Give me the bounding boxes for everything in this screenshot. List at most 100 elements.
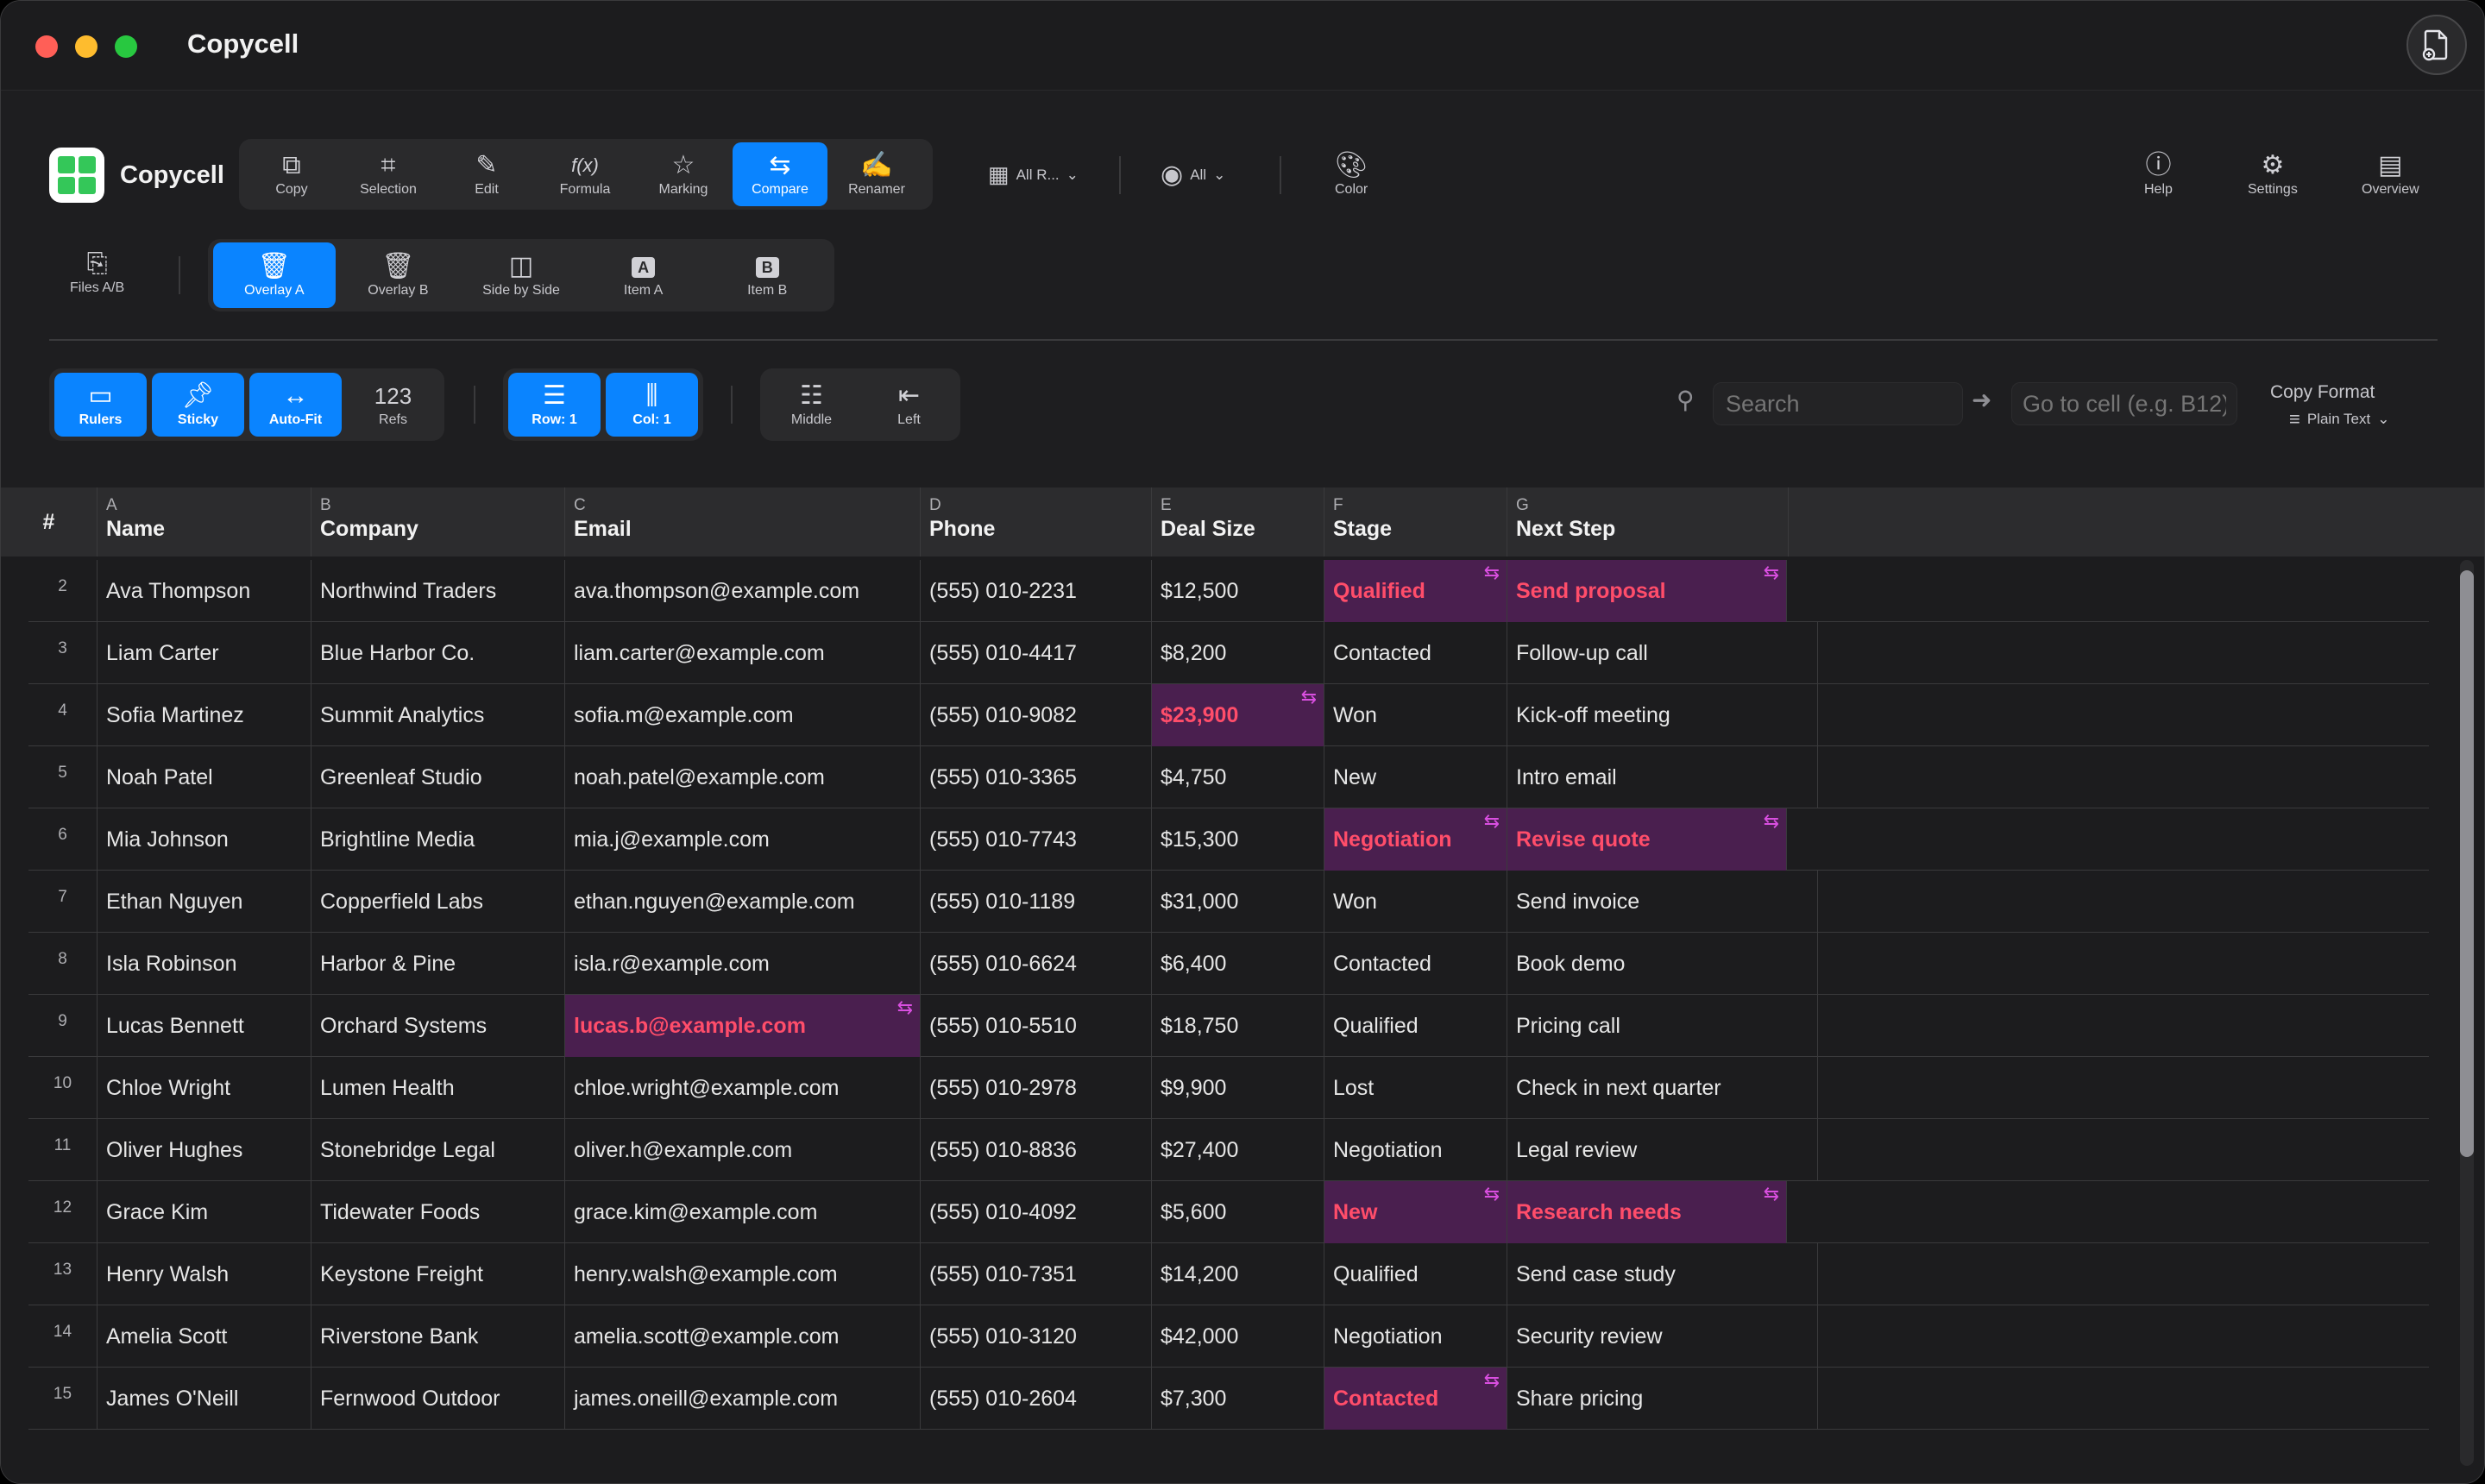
row-number[interactable]: 4 <box>28 684 98 746</box>
row-number[interactable]: 2 <box>28 560 98 622</box>
diff-swap-icon[interactable]: ⇆ <box>896 997 913 1018</box>
table-cell[interactable]: Amelia Scott <box>98 1305 311 1368</box>
table-cell[interactable]: $14,200 <box>1152 1243 1324 1305</box>
edit-button[interactable]: ✎ Edit <box>475 151 499 197</box>
table-cell[interactable]: $4,750 <box>1152 746 1324 808</box>
table-cell[interactable]: (555) 010-7743 <box>921 808 1152 871</box>
table-cell[interactable]: Sofia Martinez <box>98 684 311 746</box>
table-cell[interactable]: oliver.h@example.com <box>565 1119 921 1181</box>
changed-cell[interactable]: Contacted ⇆ <box>1324 1368 1507 1430</box>
diff-swap-icon[interactable]: ⇆ <box>1483 562 1500 583</box>
table-cell[interactable]: Contacted <box>1324 622 1507 684</box>
diff-swap-icon[interactable]: ⇆ <box>1763 562 1779 583</box>
row-number[interactable]: 7 <box>28 871 98 933</box>
row-number[interactable]: 10 <box>28 1057 98 1119</box>
table-cell[interactable]: Greenleaf Studio <box>311 746 565 808</box>
table-cell[interactable]: sofia.m@example.com <box>565 684 921 746</box>
row-number[interactable]: 13 <box>28 1243 98 1305</box>
table-cell[interactable]: Check in next quarter <box>1507 1057 1818 1119</box>
changed-cell[interactable]: lucas.b@example.com ⇆ <box>565 995 921 1057</box>
table-cell[interactable]: $6,400 <box>1152 933 1324 995</box>
table-cell[interactable]: Send case study <box>1507 1243 1818 1305</box>
table-cell[interactable]: (555) 010-2978 <box>921 1057 1152 1119</box>
column-header-g[interactable]: G Next Step <box>1507 487 1789 556</box>
diff-swap-icon[interactable]: ⇆ <box>1763 1183 1779 1204</box>
table-cell[interactable]: noah.patel@example.com <box>565 746 921 808</box>
new-document-button[interactable] <box>2406 15 2467 75</box>
table-cell[interactable]: james.oneill@example.com <box>565 1368 921 1430</box>
table-cell[interactable]: mia.j@example.com <box>565 808 921 871</box>
changed-cell[interactable]: $23,900 ⇆ <box>1152 684 1324 746</box>
table-cell[interactable]: Summit Analytics <box>311 684 565 746</box>
row-number[interactable]: 11 <box>28 1119 98 1181</box>
changed-cell[interactable]: Send proposal ⇆ <box>1507 560 1787 622</box>
row-number[interactable]: 5 <box>28 746 98 808</box>
close-window-button[interactable] <box>35 35 58 58</box>
align-middle-button[interactable]: ☷ Middle <box>790 381 833 427</box>
table-cell[interactable]: Pricing call <box>1507 995 1818 1057</box>
table-cell[interactable]: Negotiation <box>1324 1119 1507 1181</box>
table-cell[interactable]: Harbor & Pine <box>311 933 565 995</box>
table-cell[interactable]: henry.walsh@example.com <box>565 1243 921 1305</box>
table-cell[interactable]: chloe.wright@example.com <box>565 1057 921 1119</box>
copy-button[interactable]: ⧉ Copy <box>275 151 308 197</box>
table-cell[interactable]: $31,000 <box>1152 871 1324 933</box>
table-cell[interactable]: Copperfield Labs <box>311 871 565 933</box>
table-cell[interactable]: Contacted <box>1324 933 1507 995</box>
column-header-b[interactable]: B Company <box>311 487 565 556</box>
changed-cell[interactable]: Qualified ⇆ <box>1324 560 1507 622</box>
table-cell[interactable]: Qualified <box>1324 995 1507 1057</box>
table-cell[interactable]: isla.r@example.com <box>565 933 921 995</box>
table-cell[interactable]: $7,300 <box>1152 1368 1324 1430</box>
auto-fit-toggle[interactable]: ↔ Auto-Fit <box>249 373 342 437</box>
table-cell[interactable]: Oliver Hughes <box>98 1119 311 1181</box>
table-cell[interactable]: Lucas Bennett <box>98 995 311 1057</box>
table-cell[interactable]: (555) 010-9082 <box>921 684 1152 746</box>
diff-swap-icon[interactable]: ⇆ <box>1483 810 1500 832</box>
table-cell[interactable]: (555) 010-7351 <box>921 1243 1152 1305</box>
overview-button[interactable]: ▤ Overview <box>2362 151 2419 197</box>
vertical-scrollbar[interactable] <box>2460 560 2474 1466</box>
table-cell[interactable]: Won <box>1324 684 1507 746</box>
changed-cell[interactable]: Research needs ⇆ <box>1507 1181 1787 1243</box>
diff-swap-icon[interactable]: ⇆ <box>1483 1369 1500 1391</box>
table-cell[interactable]: James O'Neill <box>98 1368 311 1430</box>
table-cell[interactable]: Lost <box>1324 1057 1507 1119</box>
table-cell[interactable]: (555) 010-3365 <box>921 746 1152 808</box>
search-input[interactable] <box>1713 382 1963 425</box>
table-cell[interactable]: Keystone Freight <box>311 1243 565 1305</box>
table-cell[interactable]: Kick-off meeting <box>1507 684 1818 746</box>
color-button[interactable]: 🎨︎ Color <box>1335 151 1368 197</box>
table-cell[interactable]: Legal review <box>1507 1119 1818 1181</box>
overlay-b-button[interactable]: 🗑︎ Overlay B <box>368 252 429 298</box>
table-cell[interactable]: Intro email <box>1507 746 1818 808</box>
files-ab-button[interactable]: ⎘ Files A/B <box>70 249 125 295</box>
goto-cell-input[interactable] <box>2011 382 2237 425</box>
column-header-a[interactable]: A Name <box>98 487 311 556</box>
column-header-f[interactable]: F Stage <box>1324 487 1507 556</box>
table-cell[interactable]: grace.kim@example.com <box>565 1181 921 1243</box>
table-cell[interactable]: $5,600 <box>1152 1181 1324 1243</box>
table-cell[interactable]: $8,200 <box>1152 622 1324 684</box>
row-indicator[interactable]: ☰ Row: 1 <box>508 373 601 437</box>
formula-button[interactable]: f(x) Formula <box>536 142 634 206</box>
table-cell[interactable]: amelia.scott@example.com <box>565 1305 921 1368</box>
diff-swap-icon[interactable]: ⇆ <box>1763 810 1779 832</box>
column-header-e[interactable]: E Deal Size <box>1152 487 1324 556</box>
table-cell[interactable]: New <box>1324 746 1507 808</box>
table-cell[interactable]: $9,900 <box>1152 1057 1324 1119</box>
table-cell[interactable]: (555) 010-1189 <box>921 871 1152 933</box>
table-cell[interactable]: Blue Harbor Co. <box>311 622 565 684</box>
table-cell[interactable]: $27,400 <box>1152 1119 1324 1181</box>
table-cell[interactable]: Follow-up call <box>1507 622 1818 684</box>
column-header-d[interactable]: D Phone <box>921 487 1152 556</box>
table-cell[interactable]: ava.thompson@example.com <box>565 560 921 622</box>
table-cell[interactable]: Ava Thompson <box>98 560 311 622</box>
table-cell[interactable]: Fernwood Outdoor <box>311 1368 565 1430</box>
side-by-side-button[interactable]: ◫ Side by Side <box>482 252 560 298</box>
zoom-window-button[interactable] <box>115 35 137 58</box>
renamer-button[interactable]: ✍ Renamer <box>848 151 905 197</box>
item-a-button[interactable]: A Item A <box>582 242 706 308</box>
view-dropdown[interactable]: ◉ All ⌄ <box>1161 160 1226 189</box>
table-cell[interactable]: liam.carter@example.com <box>565 622 921 684</box>
